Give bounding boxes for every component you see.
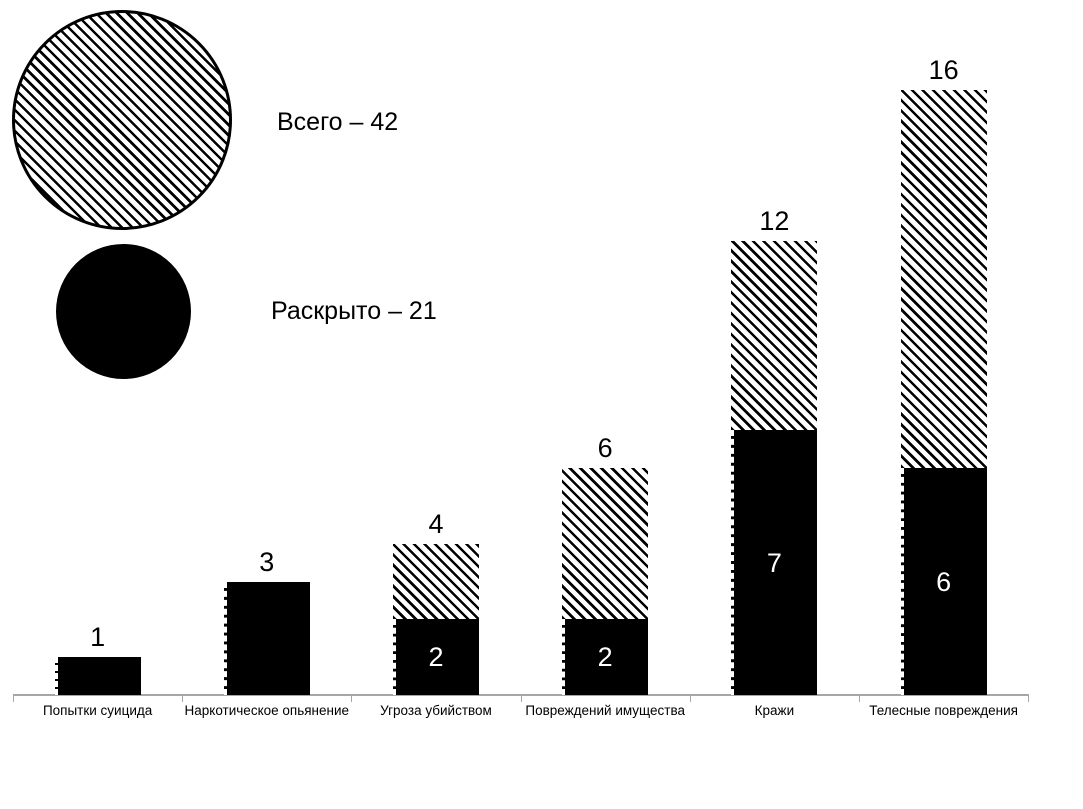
bar-solved-value: 2 xyxy=(428,642,444,673)
bar-solved-value: 7 xyxy=(766,547,782,578)
x-axis-tick xyxy=(859,694,860,702)
bar-solved-segment xyxy=(900,468,987,695)
bar-total-value: 16 xyxy=(928,55,959,86)
bar-total-hatched-segment xyxy=(731,241,818,431)
bar-total-hatched-segment xyxy=(900,90,987,469)
bar-total-hatched-segment xyxy=(562,468,649,620)
bar-solved-segment xyxy=(393,619,479,695)
bar-total-value: 6 xyxy=(597,433,613,464)
x-axis-tick xyxy=(1028,694,1030,702)
bar-solved-segment xyxy=(562,619,649,695)
legend-solved-solid-circle-swatch xyxy=(56,244,191,379)
bar-total-value: 12 xyxy=(759,206,790,237)
bar-solved-segment xyxy=(223,581,310,695)
x-axis-tick xyxy=(13,694,14,702)
bar-total-value: 3 xyxy=(259,546,275,577)
legend-solved-label: Раскрыто – 21 xyxy=(271,297,437,325)
x-axis-tick xyxy=(351,694,353,702)
bar-total-hatched-segment xyxy=(393,543,479,620)
category-label: Телесные повреждения xyxy=(869,703,1018,718)
x-axis-tick xyxy=(520,694,522,702)
bar-total-value: 1 xyxy=(90,622,106,653)
category-label: Угроза убийством xyxy=(380,703,492,718)
bar-solved-segment xyxy=(731,430,818,695)
category-label: Попытки суицида xyxy=(42,703,153,718)
legend-total-hatched-circle-swatch xyxy=(12,10,232,230)
x-axis-tick xyxy=(689,694,691,702)
bar-solved-value: 6 xyxy=(936,566,952,597)
category-label: Наркотическое опьянение xyxy=(184,703,350,718)
legend-total-label: Всего – 42 xyxy=(277,108,399,136)
category-label: Повреждений имущества xyxy=(525,703,685,718)
bar-solved-value: 2 xyxy=(597,642,613,673)
bar-solved-segment xyxy=(54,657,141,695)
x-axis-tick xyxy=(182,694,184,702)
bar-total-value: 4 xyxy=(428,508,444,539)
category-label: Кражи xyxy=(754,703,795,718)
